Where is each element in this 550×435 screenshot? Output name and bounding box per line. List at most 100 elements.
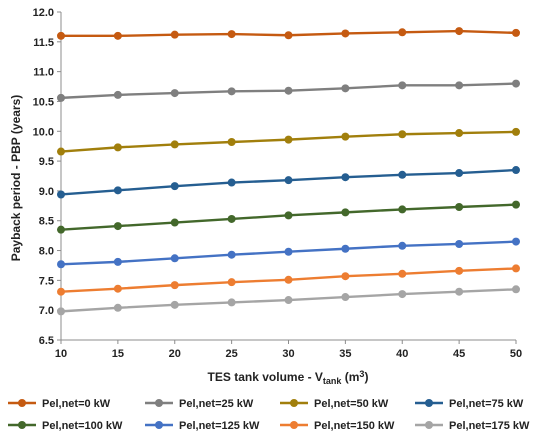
legend-swatch-marker [425, 421, 433, 429]
x-axis-title-unit-superscript: 3 [359, 369, 364, 379]
data-point [227, 87, 236, 96]
data-point [227, 214, 236, 223]
data-point [398, 290, 407, 299]
data-point [57, 225, 65, 234]
data-point [512, 127, 520, 136]
y-tick-label: 10.5 [33, 96, 54, 108]
data-point [512, 237, 520, 246]
data-point [284, 176, 293, 185]
x-tick-label: 40 [396, 348, 408, 360]
data-point [512, 264, 520, 273]
data-point [284, 275, 293, 284]
data-point [284, 86, 293, 95]
data-point [398, 81, 407, 90]
data-point [170, 254, 179, 263]
y-tick-label: 8.5 [39, 216, 54, 228]
data-point [455, 81, 464, 90]
data-point [170, 300, 179, 309]
legend-item: Pel,net=175 kW [415, 420, 530, 432]
data-point [341, 244, 350, 253]
legend-swatch-marker [290, 399, 298, 407]
data-point [398, 269, 407, 278]
data-point [57, 31, 65, 40]
legend-item: Pel,net=0 kW [8, 398, 111, 410]
x-tick-label: 15 [112, 348, 124, 360]
x-axis-title-main: TES tank volume - V [208, 370, 323, 384]
data-point [512, 285, 520, 294]
legend-label: Pel,net=50 kW [314, 398, 389, 410]
data-point [341, 293, 350, 302]
series-2 [57, 79, 520, 102]
data-point [170, 89, 179, 98]
legend-label: Pel,net=25 kW [179, 398, 254, 410]
data-point [57, 147, 65, 156]
y-tick-label: 9.0 [39, 186, 54, 198]
data-point [284, 31, 293, 40]
legend-swatch-marker [155, 421, 163, 429]
data-point [57, 93, 65, 102]
legend-item: Pel,net=75 kW [415, 398, 524, 410]
data-point [113, 303, 122, 312]
data-point [113, 284, 122, 293]
y-tick-label: 12.0 [33, 7, 54, 19]
legend-label: Pel,net=175 kW [449, 420, 530, 432]
x-tick-label: 50 [510, 348, 522, 360]
x-tick-label: 45 [453, 348, 465, 360]
data-point [170, 30, 179, 39]
x-tick-label: 30 [282, 348, 294, 360]
data-point [341, 272, 350, 281]
x-axis-title-unit-close: ) [364, 370, 368, 384]
series-8 [57, 285, 520, 316]
data-point [512, 200, 520, 209]
y-tick-label: 6.5 [39, 335, 54, 347]
legend-item: Pel,net=25 kW [145, 398, 254, 410]
legend-swatch-marker [290, 421, 298, 429]
data-point [113, 186, 122, 195]
x-tick-labels: 10 15 20 25 30 35 40 45 50 [55, 340, 522, 360]
x-tick-label: 20 [169, 348, 181, 360]
data-point [170, 281, 179, 290]
legend-label: Pel,net=75 kW [449, 398, 524, 410]
x-tick-label: 10 [55, 348, 67, 360]
data-point [512, 166, 520, 175]
data-point [227, 178, 236, 187]
series-4 [57, 166, 520, 199]
data-point [398, 28, 407, 37]
data-point [341, 132, 350, 141]
legend-item: Pel,net=150 kW [280, 420, 395, 432]
x-tick-label: 35 [339, 348, 351, 360]
data-point [284, 247, 293, 256]
data-point [398, 170, 407, 179]
data-point [455, 287, 464, 296]
legend-item: Pel,net=125 kW [145, 420, 260, 432]
legend-swatch-marker [18, 421, 26, 429]
legend-label: Pel,net=150 kW [314, 420, 395, 432]
data-point [455, 203, 464, 212]
y-tick-label: 9.5 [39, 156, 54, 168]
data-point [512, 28, 520, 37]
data-point [227, 298, 236, 307]
data-point [341, 173, 350, 182]
data-point [113, 90, 122, 99]
x-axis-title-subscript: tank [323, 376, 343, 386]
series-7 [57, 264, 520, 296]
series-6 [57, 237, 520, 269]
x-tick-label: 25 [226, 348, 238, 360]
data-point [57, 307, 65, 316]
legend-swatch-marker [18, 399, 26, 407]
y-tick-label: 11.5 [33, 37, 54, 49]
y-tick-label: 7.5 [39, 275, 54, 287]
data-point [455, 266, 464, 275]
x-axis-title: TES tank volume - Vtank (m3) [208, 369, 369, 386]
data-point [113, 143, 122, 152]
legend-swatch-marker [425, 399, 433, 407]
legend: Pel,net=0 kW Pel,net=25 kW Pel,net=50 kW Pe… [8, 398, 530, 432]
data-point [113, 257, 122, 266]
data-point [227, 138, 236, 147]
legend-label: Pel,net=100 kW [42, 420, 123, 432]
legend-swatch-marker [155, 399, 163, 407]
y-tick-labels: 6.5 7.0 7.5 8.0 8.5 9.0 9.5 10.0 10.5 11.0 11.5 12.… [33, 7, 61, 347]
series-3 [57, 127, 520, 156]
